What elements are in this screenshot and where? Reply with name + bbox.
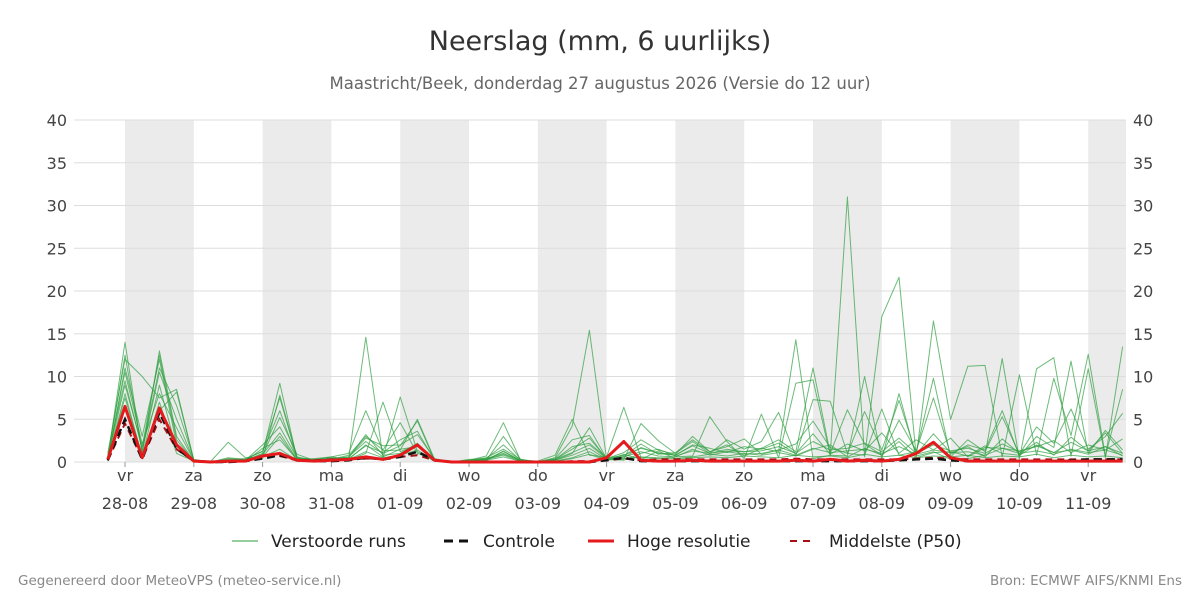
y-tick-right-25: 25	[1133, 239, 1153, 258]
legend-label-hires: Hoge resolutie	[627, 532, 751, 552]
y-tick-left-5: 5	[57, 410, 67, 429]
ensemble-member-10	[107, 354, 1123, 463]
y-tick-right-20: 20	[1133, 282, 1153, 301]
series-control	[106, 409, 1123, 464]
chart-subtitle: Maastricht/Beek, donderdag 27 augustus 2…	[329, 74, 870, 93]
x-tick-date-03-09: 03-09	[515, 494, 562, 513]
x-tick-date-07-09: 07-09	[790, 494, 837, 513]
series-hires	[106, 404, 1123, 464]
y-tick-left-10: 10	[47, 368, 67, 387]
x-tick-day-01-09: di	[393, 466, 408, 485]
footer-generator: Gegenereerd door MeteoVPS (meteo-service…	[18, 573, 341, 589]
x-tick-day-29-08: za	[185, 466, 203, 485]
y-tick-left-20: 20	[47, 282, 67, 301]
y-tick-right-30: 30	[1133, 197, 1153, 216]
x-tick-day-02-09: wo	[458, 466, 481, 485]
main-series-lines	[106, 404, 1123, 464]
x-tick-day-03-09: do	[528, 466, 548, 485]
ensemble-member-2	[107, 320, 1124, 463]
x-tick-day-05-09: za	[666, 466, 684, 485]
y-tick-right-5: 5	[1133, 410, 1143, 429]
x-tick-date-30-08: 30-08	[239, 494, 286, 513]
chart-title: Neerslag (mm, 6 uurlijks)	[429, 26, 771, 57]
legend-label-ensemble: Verstoorde runs	[271, 532, 406, 552]
legend-label-median: Middelste (P50)	[829, 532, 962, 552]
y-tick-right-10: 10	[1133, 368, 1153, 387]
x-tick-day-04-09: vr	[599, 466, 615, 485]
x-tick-day-30-08: zo	[254, 466, 272, 485]
y-tick-left-30: 30	[47, 197, 67, 216]
x-tick-day-28-08: vr	[117, 466, 133, 485]
x-tick-date-28-08: 28-08	[102, 494, 149, 513]
legend: Verstoorde runs Controle Hoge resolutie Mid…	[232, 532, 962, 552]
x-tick-date-29-08: 29-08	[171, 494, 218, 513]
x-axis: vr 28-08 za 29-08 zo 30-08 ma 31-08 di 01-09 wo 02-…	[102, 462, 1112, 513]
y-tick-right-35: 35	[1133, 154, 1153, 173]
x-tick-date-09-09: 09-09	[927, 494, 974, 513]
x-tick-day-10-09: do	[1009, 466, 1029, 485]
x-tick-date-04-09: 04-09	[583, 494, 630, 513]
y-tick-right-40: 40	[1133, 111, 1153, 130]
x-tick-date-02-09: 02-09	[446, 494, 493, 513]
y-axis-left: 0 5 10 15 20 25 30 35 40	[47, 111, 67, 472]
x-tick-day-31-08: ma	[319, 466, 344, 485]
footer-source: Bron: ECMWF AIFS/KNMI Ens	[990, 573, 1182, 589]
y-tick-right-0: 0	[1133, 453, 1143, 472]
x-tick-day-07-09: ma	[800, 466, 825, 485]
x-tick-date-05-09: 05-09	[652, 494, 699, 513]
x-tick-day-06-09: zo	[735, 466, 753, 485]
legend-label-control: Controle	[483, 532, 555, 552]
y-tick-left-40: 40	[47, 111, 67, 130]
x-tick-date-11-09: 11-09	[1065, 494, 1112, 513]
x-tick-day-09-09: wo	[939, 466, 962, 485]
x-tick-day-08-09: di	[874, 466, 889, 485]
x-tick-date-06-09: 06-09	[721, 494, 768, 513]
y-tick-left-35: 35	[47, 154, 67, 173]
x-tick-date-01-09: 01-09	[377, 494, 424, 513]
x-tick-date-10-09: 10-09	[996, 494, 1043, 513]
x-tick-day-11-09: vr	[1080, 466, 1096, 485]
y-tick-left-0: 0	[57, 453, 67, 472]
y-axis-right: 0 5 10 15 20 25 30 35 40	[1133, 111, 1153, 472]
x-tick-date-08-09: 08-09	[859, 494, 906, 513]
x-tick-date-31-08: 31-08	[308, 494, 355, 513]
y-tick-right-15: 15	[1133, 325, 1153, 344]
y-tick-left-15: 15	[47, 325, 67, 344]
y-tick-left-25: 25	[47, 239, 67, 258]
